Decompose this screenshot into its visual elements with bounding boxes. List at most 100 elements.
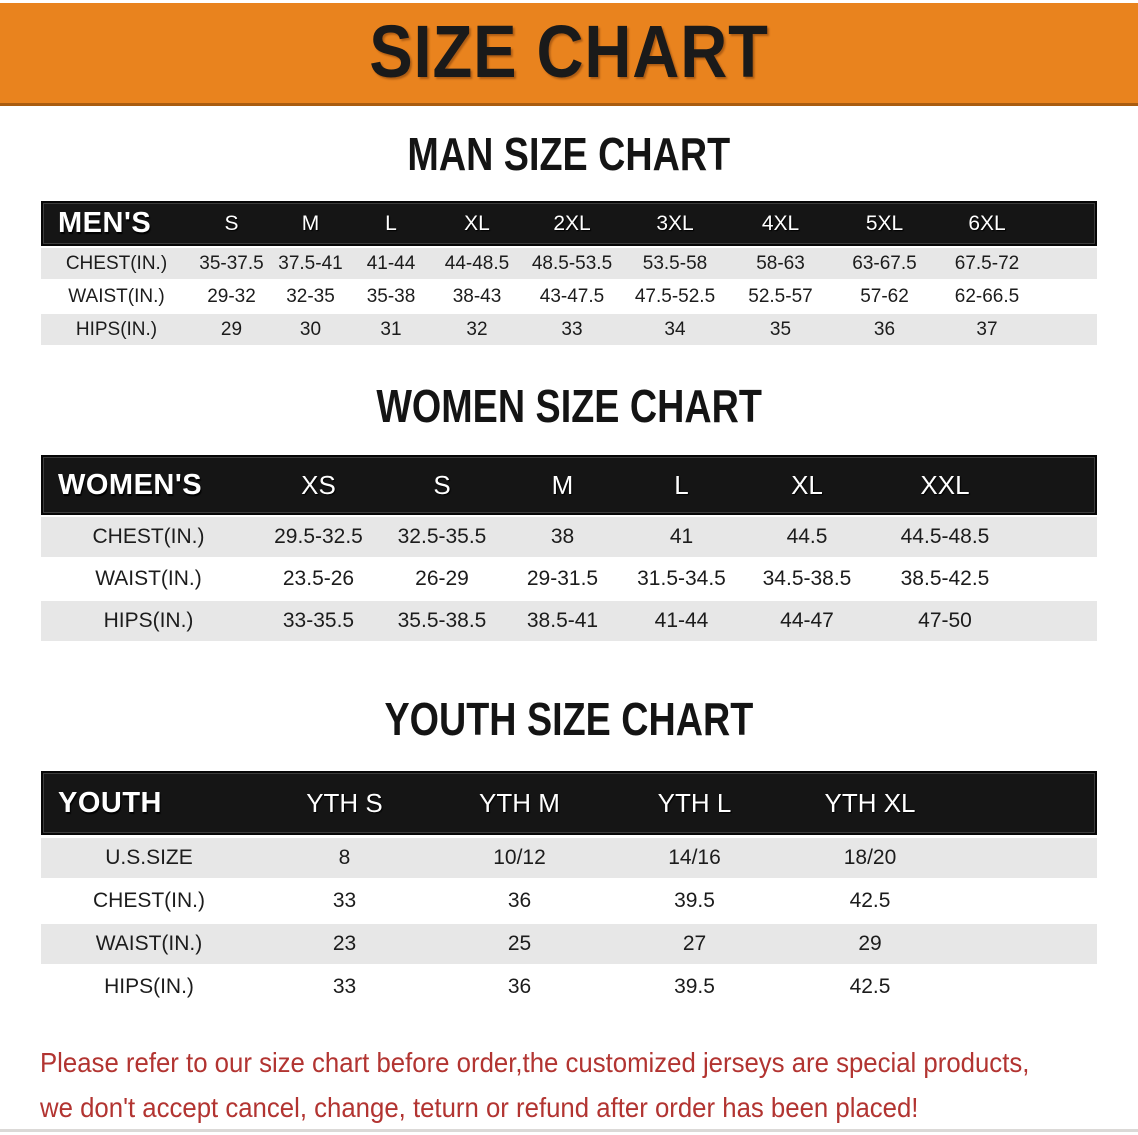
size-value: 25 <box>507 932 532 955</box>
column-header: 2XL <box>553 211 591 235</box>
table-row: WAIST(IN.) 29-32 32-35 35-38 38-43 43-47.5 47.… <box>41 281 1097 312</box>
row-label: U.S.SIZE <box>105 846 193 869</box>
size-value: 33 <box>561 318 583 340</box>
size-value: 35.5-38.5 <box>397 609 487 632</box>
table-header-row: MEN'S S M L XL 2XL 3XL 4XL 5XL 6XL <box>41 201 1097 246</box>
size-value: 58-63 <box>756 252 805 274</box>
size-value: 29 <box>858 932 882 955</box>
disclaimer-line-1: Please refer to our size chart before or… <box>40 1047 1030 1078</box>
size-value: 42.5 <box>849 975 891 998</box>
size-value: 44.5-48.5 <box>900 525 990 548</box>
size-value: 18/20 <box>843 846 897 869</box>
womens-size-table: WOMEN'S XS S M L XL XXL CHEST(IN.) 29.5-32.5 32.5… <box>41 455 1097 641</box>
size-value: 38 <box>550 525 575 548</box>
size-value: 62-66.5 <box>954 285 1020 307</box>
youth-size-table: YOUTH YTH S YTH M YTH L YTH XL U.S.SIZE 8 10/12… <box>41 771 1097 1007</box>
column-header: M <box>301 211 320 235</box>
size-value: 41-44 <box>366 252 416 274</box>
size-value: 33-35.5 <box>282 609 355 632</box>
column-header: XL <box>791 469 823 500</box>
column-header: XL <box>464 211 490 235</box>
column-header: YTH S <box>306 787 383 818</box>
size-value: 29 <box>220 318 243 340</box>
size-value: 37.5-41 <box>278 252 343 274</box>
column-header: L <box>385 211 397 235</box>
size-value: 47.5-52.5 <box>634 285 716 307</box>
size-value: 30 <box>299 318 322 340</box>
table-row: CHEST(IN.) 29.5-32.5 32.5-35.5 38 41 44.5 44.5… <box>41 517 1097 557</box>
size-value: 38.5-41 <box>526 609 599 632</box>
size-value: 41 <box>669 525 694 548</box>
section-heading-youth: YOUTH SIZE CHART <box>0 696 1138 742</box>
size-value: 8 <box>338 846 351 869</box>
page-title: SIZE CHART <box>369 10 769 93</box>
column-header: L <box>674 469 689 500</box>
column-header: YTH XL <box>824 787 916 818</box>
column-header: M <box>551 469 574 500</box>
column-header: 5XL <box>865 211 904 235</box>
size-value: 29-31.5 <box>526 567 599 590</box>
table-row: HIPS(IN.) 33-35.5 35.5-38.5 38.5-41 41-44 44-… <box>41 601 1097 641</box>
size-value: 41-44 <box>654 609 709 632</box>
table-row: WAIST(IN.) 23 25 27 29 <box>41 924 1097 964</box>
size-value: 29.5-32.5 <box>274 525 363 548</box>
size-value: 27 <box>682 932 707 955</box>
row-label: CHEST(IN.) <box>92 525 205 548</box>
size-value: 48.5-53.5 <box>531 252 613 274</box>
size-value: 10/12 <box>493 846 546 869</box>
size-value: 23.5-26 <box>282 567 355 590</box>
table-header-label: MEN'S <box>58 207 152 239</box>
column-header: 6XL <box>968 211 1006 235</box>
size-value: 53.5-58 <box>642 252 708 274</box>
table-row: U.S.SIZE 8 10/12 14/16 18/20 <box>41 838 1097 878</box>
size-value: 29-32 <box>207 285 256 307</box>
size-value: 44-47 <box>780 609 834 632</box>
table-header-label: YOUTH <box>58 786 162 819</box>
column-header: 3XL <box>656 211 694 235</box>
column-header: YTH L <box>657 787 732 818</box>
size-value: 23 <box>332 932 357 955</box>
size-value: 47-50 <box>918 609 972 632</box>
women-size-section: WOMEN SIZE CHART WOMEN'S XS S M L XL XXL CHEST(… <box>0 383 1138 641</box>
size-value: 31 <box>380 318 402 340</box>
man-size-section: MAN SIZE CHART MEN'S S M L XL 2XL 3XL 4XL 5XL 6XL… <box>0 131 1138 345</box>
row-label: HIPS(IN.) <box>104 975 194 998</box>
size-value: 38.5-42.5 <box>900 567 990 590</box>
row-label: WAIST(IN.) <box>95 932 203 955</box>
size-value: 44.5 <box>786 525 828 548</box>
section-heading-man: MAN SIZE CHART <box>0 131 1138 177</box>
size-value: 38-43 <box>452 285 502 307</box>
banner: SIZE CHART <box>0 3 1138 106</box>
size-value: 42.5 <box>849 889 891 912</box>
row-label: WAIST(IN.) <box>68 285 165 307</box>
table-header-row: YOUTH YTH S YTH M YTH L YTH XL <box>41 771 1097 835</box>
size-value: 35 <box>769 318 792 340</box>
size-value: 32-35 <box>286 285 335 307</box>
size-value: 35-38 <box>366 285 416 307</box>
disclaimer-note: Please refer to our size chart before or… <box>40 1040 1138 1130</box>
size-value: 35-37.5 <box>199 252 264 274</box>
size-value: 63-67.5 <box>852 252 917 274</box>
size-value: 43-47.5 <box>539 285 605 307</box>
table-row: HIPS(IN.) 29 30 31 32 33 34 35 36 37 <box>41 314 1097 345</box>
disclaimer-line-2: we don't accept cancel, change, teturn o… <box>40 1092 919 1123</box>
size-value: 26-29 <box>415 567 469 590</box>
table-row: HIPS(IN.) 33 36 39.5 42.5 <box>41 967 1097 1007</box>
size-value: 32.5-35.5 <box>397 525 487 548</box>
size-value: 67.5-72 <box>954 252 1020 274</box>
row-label: CHEST(IN.) <box>93 889 205 912</box>
section-heading-youth-text: YOUTH SIZE CHART <box>384 693 754 745</box>
row-label: WAIST(IN.) <box>95 567 202 590</box>
size-value: 36 <box>507 975 532 998</box>
size-value: 37 <box>976 318 998 340</box>
column-header: XS <box>301 469 336 500</box>
size-value: 36 <box>873 318 896 340</box>
size-value: 39.5 <box>674 889 715 912</box>
row-label: HIPS(IN.) <box>75 318 158 340</box>
bottom-edge-line <box>0 1129 1138 1132</box>
size-value: 31.5-34.5 <box>637 567 726 590</box>
column-header: S <box>433 469 451 500</box>
youth-size-section: YOUTH SIZE CHART YOUTH YTH S YTH M YTH L YTH… <box>0 696 1138 1007</box>
size-value: 52.5-57 <box>748 285 813 307</box>
table-header-label: WOMEN'S <box>58 468 203 501</box>
